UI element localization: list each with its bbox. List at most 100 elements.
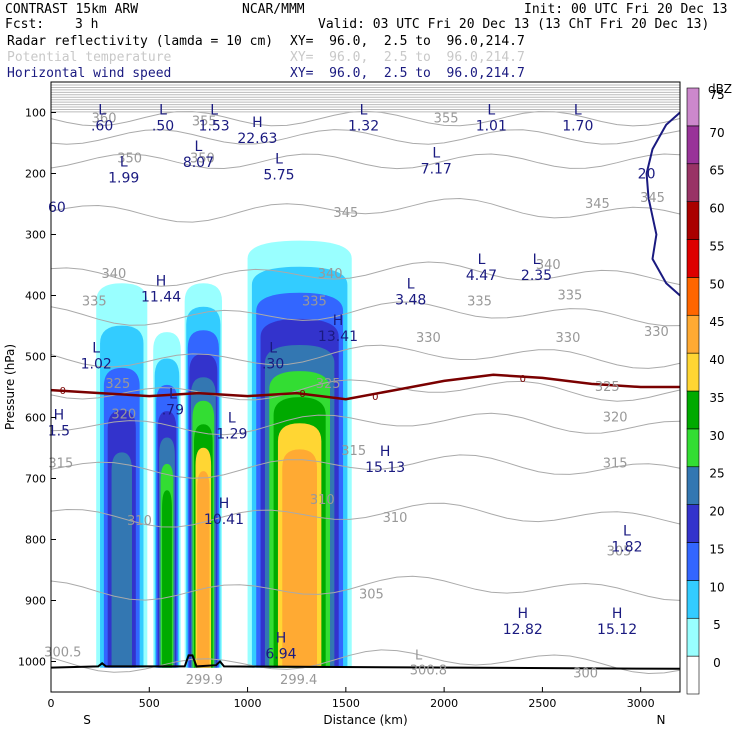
colorbar-swatch: [686, 542, 700, 581]
wind-extremum-letter: L: [210, 103, 218, 119]
field-2-xy: XY= 96.0, 2.5 to 96.0,214.7: [290, 50, 525, 65]
colorbar-level-label: 5: [713, 618, 721, 632]
theta-label: 320: [111, 407, 136, 422]
theta-label: 335: [82, 295, 107, 310]
wind-extremum-letter: L: [228, 411, 236, 427]
field-3-name: Horizontal wind speed: [7, 66, 172, 81]
theta-contour-360: [51, 110, 680, 127]
wind-extremum-letter: L: [269, 341, 277, 357]
field-2-name: Potential temperature: [7, 50, 172, 65]
theta-label: 305: [607, 545, 632, 560]
theta-label: 310: [310, 493, 335, 508]
colorbar-level-label: 75: [709, 88, 724, 102]
theta-label: 355: [192, 115, 217, 130]
colorbar-swatch: [686, 163, 700, 202]
forecast-hour: 3 h: [75, 17, 99, 32]
x-tick-label: 500: [139, 697, 160, 710]
colorbar-swatch: [686, 314, 700, 354]
theta-label: 360: [92, 112, 117, 127]
wind-extremum-value: 3.48: [395, 292, 426, 308]
colorbar-level-label: 55: [709, 239, 724, 253]
wind-extremum-letter: L: [195, 139, 203, 155]
wind-extremum-value: .30: [262, 357, 284, 373]
colorbar-level-label: 35: [709, 391, 724, 405]
freezing-level-label: 0: [60, 386, 66, 397]
wind-extremum-letter: L: [98, 103, 106, 119]
wind-extremum-value: 1.29: [216, 427, 247, 443]
theta-contour-320: [51, 412, 680, 436]
wind-contour-label: 60: [48, 200, 66, 216]
theta-label: 340: [536, 258, 561, 273]
terrain-line: [50, 654, 681, 670]
colorbar-swatch: [686, 428, 700, 468]
colorbar-swatch: [686, 125, 700, 165]
plot-frame: [50, 81, 681, 693]
theta-label: 300.5: [44, 645, 81, 660]
freezing-level-line: 0 0 0 0: [51, 373, 680, 403]
theta-label: 320: [603, 411, 628, 426]
theta-label: 315: [603, 456, 628, 471]
wind-extremum-letter: L: [120, 154, 128, 170]
theta-label: 325: [595, 380, 620, 395]
colorbar-swatch: [686, 580, 700, 619]
wind-extremum-value: 15.12: [597, 622, 637, 638]
wind-extremum-value: 1.99: [108, 170, 139, 186]
freezing-level-label: 0: [372, 392, 378, 403]
x-tick-label: 2500: [528, 697, 556, 710]
wind-contour-label: 20: [638, 167, 656, 183]
wind-extremum-value: 5.75: [263, 167, 294, 183]
y-tick-label: 100: [25, 107, 46, 120]
freezing-level-label: 0: [520, 374, 526, 385]
jet-contour-path: [645, 111, 680, 297]
reflectivity-band-cell3: [197, 471, 210, 668]
wind-extremum-value: 1.82: [611, 540, 642, 556]
model-name: CONTRAST 15km ARW: [5, 2, 139, 17]
wind-extremum-value: .79: [162, 402, 184, 418]
colorbar-swatch: [686, 390, 700, 430]
wind-extremum-letter: H: [380, 444, 391, 460]
wind-extremum-value: 8.07: [183, 155, 214, 171]
x-tick-label: 2000: [430, 697, 458, 710]
theta-label: 355: [434, 112, 459, 127]
wind-extremum-value: 1.01: [476, 119, 507, 135]
theta-contour-345: [51, 197, 680, 223]
theta-label: 340: [318, 267, 343, 282]
wind-extremum-value: 2.35: [521, 268, 552, 284]
y-axis-label: Pressure (hPa): [3, 344, 17, 430]
theta-label: 335: [467, 295, 492, 310]
theta-label: 300: [573, 667, 598, 682]
theta-label: 335: [302, 295, 327, 310]
theta-label: L: [415, 648, 423, 663]
x-tick-label: 1000: [234, 697, 262, 710]
wind-extremum-value: 1.70: [562, 119, 593, 135]
theta-label: 300.8: [410, 664, 447, 679]
theta-label: 345: [640, 191, 665, 206]
colorbar-swatch: [686, 201, 700, 240]
reflectivity-band-cell4: [282, 449, 318, 668]
colorbar-swatch: [686, 655, 700, 695]
wind-extremum-value: 1.53: [199, 119, 230, 135]
reflectivity-band-cell1: [111, 452, 132, 668]
wind-extremum-letter: L: [574, 103, 582, 119]
wind-extremum-letter: L: [407, 276, 415, 292]
theta-label: 330: [416, 331, 441, 346]
wind-extremum-letter: H: [219, 496, 230, 512]
colorbar-swatch: [686, 504, 700, 543]
theta-label: 325: [316, 377, 341, 392]
wind-extremum-letter: L: [623, 524, 631, 540]
theta-contour-335: [51, 301, 680, 327]
colorbar-level-label: 45: [709, 315, 724, 329]
south-label: S: [83, 713, 91, 727]
theta-label: 330: [644, 325, 669, 340]
theta-contour-305: [51, 575, 680, 601]
wind-extremum-value: 4.47: [466, 268, 497, 284]
wind-extremum-value: 13.41: [318, 329, 358, 345]
valid-time: Valid: 03 UTC Fri 20 Dec 13 (13 ChT Fri …: [318, 17, 710, 32]
theta-contour-355: [51, 129, 680, 145]
wind-extremum-value: 1.5: [48, 424, 70, 440]
wind-extremum-value: 22.63: [237, 131, 277, 147]
theta-contour-330: [51, 344, 680, 369]
wind-extremum-letter: H: [612, 606, 623, 622]
wind-extremum-letter: L: [159, 103, 167, 119]
